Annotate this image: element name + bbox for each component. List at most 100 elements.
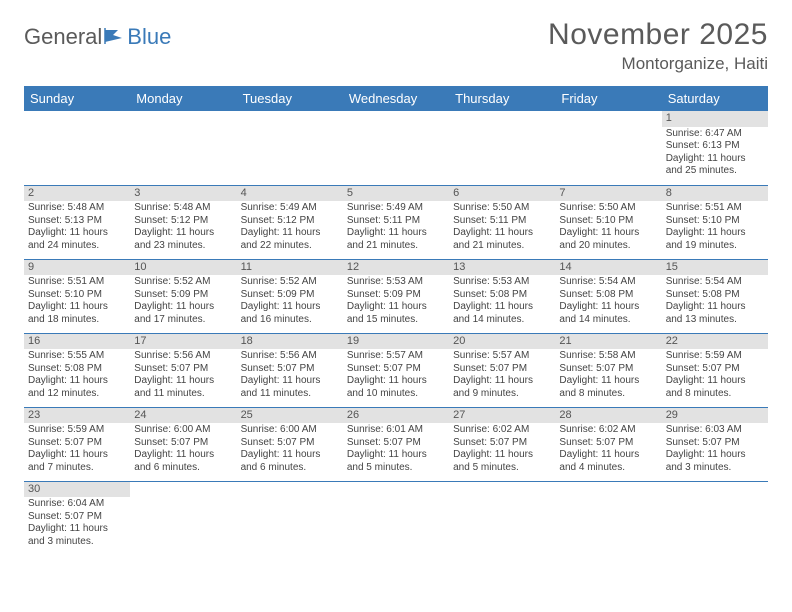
day-details: Sunrise: 5:54 AMSunset: 5:08 PMDaylight:… [555,275,661,329]
sunrise-line: Sunrise: 5:49 AM [347,202,445,215]
day-number: 15 [662,260,768,276]
calendar-day-cell: 2Sunrise: 5:48 AMSunset: 5:13 PMDaylight… [24,185,130,259]
daylight-line: Daylight: 11 hours and 9 minutes. [453,375,551,400]
calendar-day-cell [449,481,555,555]
sunrise-line: Sunrise: 5:59 AM [28,424,126,437]
day-number: 17 [130,334,236,350]
daylight-line: Daylight: 11 hours and 22 minutes. [241,227,339,252]
daylight-line: Daylight: 11 hours and 14 minutes. [559,301,657,326]
calendar-day-cell [343,111,449,185]
day-number: 23 [24,408,130,424]
calendar-day-cell: 4Sunrise: 5:49 AMSunset: 5:12 PMDaylight… [237,185,343,259]
calendar-day-cell: 13Sunrise: 5:53 AMSunset: 5:08 PMDayligh… [449,259,555,333]
day-number: 8 [662,186,768,202]
sunset-line: Sunset: 5:10 PM [28,289,126,302]
day-details: Sunrise: 5:49 AMSunset: 5:12 PMDaylight:… [237,201,343,255]
daylight-line: Daylight: 11 hours and 21 minutes. [347,227,445,252]
sunset-line: Sunset: 5:07 PM [347,363,445,376]
logo-text-blue: Blue [127,24,171,50]
day-details: Sunrise: 5:52 AMSunset: 5:09 PMDaylight:… [130,275,236,329]
daylight-line: Daylight: 11 hours and 13 minutes. [666,301,764,326]
calendar-day-cell [237,111,343,185]
sunset-line: Sunset: 5:07 PM [347,437,445,450]
sunrise-line: Sunrise: 5:52 AM [241,276,339,289]
day-details: Sunrise: 5:53 AMSunset: 5:08 PMDaylight:… [449,275,555,329]
day-number: 27 [449,408,555,424]
sunset-line: Sunset: 5:10 PM [559,215,657,228]
calendar-day-cell: 14Sunrise: 5:54 AMSunset: 5:08 PMDayligh… [555,259,661,333]
daylight-line: Daylight: 11 hours and 8 minutes. [666,375,764,400]
day-details: Sunrise: 5:51 AMSunset: 5:10 PMDaylight:… [24,275,130,329]
calendar-day-cell: 10Sunrise: 5:52 AMSunset: 5:09 PMDayligh… [130,259,236,333]
calendar-day-cell [237,481,343,555]
day-number: 21 [555,334,661,350]
sunrise-line: Sunrise: 5:53 AM [347,276,445,289]
sunrise-line: Sunrise: 5:54 AM [666,276,764,289]
calendar-day-cell: 18Sunrise: 5:56 AMSunset: 5:07 PMDayligh… [237,333,343,407]
calendar-day-cell: 12Sunrise: 5:53 AMSunset: 5:09 PMDayligh… [343,259,449,333]
day-details: Sunrise: 5:57 AMSunset: 5:07 PMDaylight:… [449,349,555,403]
sunset-line: Sunset: 5:08 PM [28,363,126,376]
sunrise-line: Sunrise: 5:48 AM [134,202,232,215]
sunset-line: Sunset: 6:13 PM [666,140,764,153]
sunset-line: Sunset: 5:07 PM [241,437,339,450]
sunset-line: Sunset: 5:07 PM [666,437,764,450]
calendar-day-cell: 23Sunrise: 5:59 AMSunset: 5:07 PMDayligh… [24,407,130,481]
calendar-day-cell: 22Sunrise: 5:59 AMSunset: 5:07 PMDayligh… [662,333,768,407]
day-details: Sunrise: 5:49 AMSunset: 5:11 PMDaylight:… [343,201,449,255]
sunrise-line: Sunrise: 5:52 AM [134,276,232,289]
daylight-line: Daylight: 11 hours and 6 minutes. [241,449,339,474]
daylight-line: Daylight: 11 hours and 24 minutes. [28,227,126,252]
calendar-day-cell: 26Sunrise: 6:01 AMSunset: 5:07 PMDayligh… [343,407,449,481]
calendar-day-cell: 30Sunrise: 6:04 AMSunset: 5:07 PMDayligh… [24,481,130,555]
sunrise-line: Sunrise: 5:59 AM [666,350,764,363]
sunrise-line: Sunrise: 5:57 AM [453,350,551,363]
day-number: 26 [343,408,449,424]
calendar-day-cell: 1Sunrise: 6:47 AMSunset: 6:13 PMDaylight… [662,111,768,185]
sunset-line: Sunset: 5:07 PM [453,363,551,376]
calendar-day-cell: 20Sunrise: 5:57 AMSunset: 5:07 PMDayligh… [449,333,555,407]
sunrise-line: Sunrise: 6:02 AM [559,424,657,437]
day-details: Sunrise: 5:56 AMSunset: 5:07 PMDaylight:… [130,349,236,403]
sunrise-line: Sunrise: 6:00 AM [241,424,339,437]
calendar-day-cell: 5Sunrise: 5:49 AMSunset: 5:11 PMDaylight… [343,185,449,259]
sunset-line: Sunset: 5:08 PM [666,289,764,302]
sunset-line: Sunset: 5:13 PM [28,215,126,228]
day-number: 7 [555,186,661,202]
sunrise-line: Sunrise: 5:49 AM [241,202,339,215]
daylight-line: Daylight: 11 hours and 5 minutes. [453,449,551,474]
day-details: Sunrise: 6:02 AMSunset: 5:07 PMDaylight:… [449,423,555,477]
daylight-line: Daylight: 11 hours and 20 minutes. [559,227,657,252]
sunrise-line: Sunrise: 6:01 AM [347,424,445,437]
daylight-line: Daylight: 11 hours and 12 minutes. [28,375,126,400]
day-number: 5 [343,186,449,202]
day-details: Sunrise: 5:48 AMSunset: 5:12 PMDaylight:… [130,201,236,255]
daylight-line: Daylight: 11 hours and 19 minutes. [666,227,764,252]
weekday-header: Friday [555,86,661,111]
calendar-week-row: 16Sunrise: 5:55 AMSunset: 5:08 PMDayligh… [24,333,768,407]
day-details: Sunrise: 5:50 AMSunset: 5:11 PMDaylight:… [449,201,555,255]
daylight-line: Daylight: 11 hours and 23 minutes. [134,227,232,252]
sunrise-line: Sunrise: 5:50 AM [559,202,657,215]
sunrise-line: Sunrise: 5:56 AM [134,350,232,363]
calendar-day-cell: 28Sunrise: 6:02 AMSunset: 5:07 PMDayligh… [555,407,661,481]
daylight-line: Daylight: 11 hours and 11 minutes. [241,375,339,400]
day-number: 13 [449,260,555,276]
sunset-line: Sunset: 5:12 PM [241,215,339,228]
sunrise-line: Sunrise: 5:58 AM [559,350,657,363]
calendar-day-cell: 16Sunrise: 5:55 AMSunset: 5:08 PMDayligh… [24,333,130,407]
daylight-line: Daylight: 11 hours and 17 minutes. [134,301,232,326]
sunrise-line: Sunrise: 5:50 AM [453,202,551,215]
calendar-day-cell: 15Sunrise: 5:54 AMSunset: 5:08 PMDayligh… [662,259,768,333]
month-title: November 2025 [548,18,768,52]
sunset-line: Sunset: 5:07 PM [241,363,339,376]
sunset-line: Sunset: 5:07 PM [28,437,126,450]
calendar-day-cell [343,481,449,555]
sunset-line: Sunset: 5:07 PM [28,511,126,524]
day-details: Sunrise: 5:54 AMSunset: 5:08 PMDaylight:… [662,275,768,329]
calendar-day-cell [130,111,236,185]
day-details: Sunrise: 5:56 AMSunset: 5:07 PMDaylight:… [237,349,343,403]
calendar-week-row: 9Sunrise: 5:51 AMSunset: 5:10 PMDaylight… [24,259,768,333]
day-details: Sunrise: 5:50 AMSunset: 5:10 PMDaylight:… [555,201,661,255]
logo-text-general: General [24,24,102,50]
